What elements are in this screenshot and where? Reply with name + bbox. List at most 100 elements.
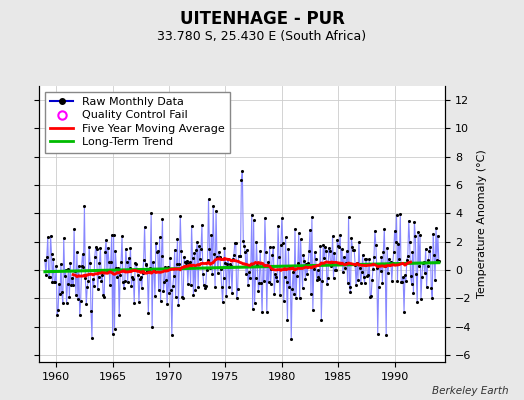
Point: [161, 264, 169, 270]
Point: [71, 268, 79, 274]
Point: [266, 244, 274, 250]
Point: [220, 245, 228, 251]
Point: [58, 289, 66, 295]
Point: [188, 254, 196, 261]
Point: [202, 283, 210, 290]
Point: [210, 250, 219, 257]
Point: [156, 298, 165, 304]
Point: [278, 215, 286, 221]
Point: [297, 236, 305, 243]
Point: [149, 259, 157, 266]
Point: [136, 276, 144, 282]
Point: [407, 273, 415, 280]
Point: [352, 282, 361, 288]
Point: [361, 280, 369, 286]
Point: [124, 255, 133, 261]
Point: [274, 223, 282, 230]
Point: [281, 234, 290, 241]
Point: [180, 254, 188, 260]
Point: [233, 295, 241, 302]
Point: [99, 292, 107, 299]
Point: [421, 270, 429, 276]
Point: [364, 272, 373, 278]
Point: [83, 284, 91, 290]
Point: [322, 248, 330, 254]
Point: [106, 259, 115, 265]
Point: [330, 250, 339, 256]
Point: [86, 260, 94, 266]
Point: [386, 260, 394, 267]
Point: [128, 274, 137, 280]
Point: [54, 307, 62, 314]
Point: [74, 295, 82, 302]
Point: [300, 258, 309, 264]
Point: [204, 196, 213, 202]
Point: [372, 242, 380, 248]
Point: [291, 226, 299, 232]
Point: [171, 293, 180, 300]
Point: [133, 266, 141, 273]
Point: [137, 274, 145, 280]
Point: [168, 332, 176, 338]
Point: [257, 280, 265, 286]
Point: [114, 265, 123, 271]
Point: [80, 203, 89, 210]
Point: [433, 257, 441, 263]
Point: [190, 250, 199, 256]
Point: [250, 300, 259, 306]
Point: [272, 274, 280, 280]
Point: [97, 278, 105, 284]
Point: [130, 300, 138, 306]
Point: [70, 226, 78, 232]
Point: [234, 252, 243, 259]
Text: 33.780 S, 25.430 E (South Africa): 33.780 S, 25.430 E (South Africa): [157, 30, 367, 43]
Point: [147, 210, 155, 217]
Point: [91, 254, 99, 260]
Point: [397, 279, 406, 285]
Point: [69, 282, 78, 288]
Point: [100, 294, 108, 301]
Point: [392, 212, 401, 218]
Point: [159, 288, 168, 295]
Point: [206, 264, 215, 271]
Point: [376, 267, 385, 274]
Point: [390, 228, 399, 234]
Point: [236, 252, 245, 259]
Point: [193, 239, 201, 245]
Point: [187, 281, 195, 288]
Point: [139, 257, 148, 264]
Point: [175, 261, 183, 268]
Point: [317, 316, 325, 323]
Point: [405, 218, 413, 224]
Point: [415, 262, 423, 269]
Point: [87, 307, 95, 314]
Point: [427, 285, 435, 292]
Point: [74, 263, 83, 269]
Text: Berkeley Earth: Berkeley Earth: [432, 386, 508, 396]
Point: [48, 279, 57, 285]
Point: [315, 276, 324, 282]
Point: [375, 261, 384, 268]
Point: [112, 265, 121, 271]
Point: [350, 247, 358, 254]
Point: [203, 257, 212, 264]
Point: [434, 233, 442, 239]
Point: [115, 312, 123, 318]
Point: [258, 309, 266, 316]
Point: [47, 251, 56, 257]
Point: [429, 231, 438, 237]
Point: [340, 254, 348, 261]
Point: [124, 278, 132, 285]
Point: [214, 270, 222, 276]
Point: [164, 264, 172, 270]
Point: [143, 268, 151, 274]
Point: [396, 211, 405, 217]
Point: [314, 273, 323, 280]
Point: [156, 234, 164, 240]
Point: [425, 248, 434, 254]
Point: [77, 298, 85, 304]
Point: [43, 234, 52, 240]
Point: [49, 256, 58, 262]
Point: [379, 249, 388, 255]
Point: [106, 282, 114, 288]
